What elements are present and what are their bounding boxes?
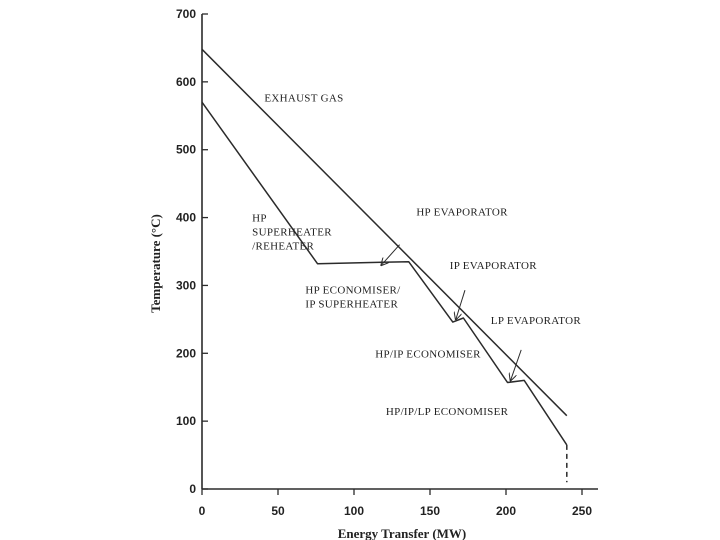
annotation-label-6: LP EVAPORATOR	[491, 315, 582, 327]
annotation-label-5: HP/IP ECONOMISER	[375, 348, 481, 360]
series-line-2	[201, 101, 568, 446]
x-tick-label-0: 0	[199, 504, 206, 518]
annotation-label-4: IP EVAPORATOR	[450, 260, 537, 272]
x-tick-label-100: 100	[344, 504, 364, 518]
x-axis-title: Energy Transfer (MW)	[338, 526, 467, 540]
x-tick-label-150: 150	[420, 504, 440, 518]
annotation-label-2: HP EVAPORATOR	[416, 207, 508, 219]
chart-axes: 0 100 200 300 400 500 600 700 0 50 100 150 200 250	[176, 7, 598, 518]
y-tick-label-200: 200	[176, 346, 196, 360]
annotation-arrow-6	[511, 349, 522, 381]
y-tick-label-600: 600	[176, 75, 196, 89]
annotation-label-1: HP SUPERHEATER/REHEATER	[252, 213, 332, 253]
x-tick-label-200: 200	[496, 504, 516, 518]
annotation-label-7: HP/IP/LP ECONOMISER	[386, 406, 509, 418]
annotation-label-3: HP ECONOMISER/IP SUPERHEATER	[305, 285, 401, 311]
annotation-label-8: EXHAUST GAS	[264, 93, 343, 105]
y-tick-label-0: 0	[189, 482, 196, 496]
annotation-arrow-2	[381, 244, 400, 265]
y-tick-label-100: 100	[176, 414, 196, 428]
annotation-arrow-4	[456, 290, 466, 319]
x-tick-label-250: 250	[572, 504, 592, 518]
y-axis-title: Temperature (°C)	[148, 214, 163, 313]
y-tick-label-700: 700	[176, 7, 196, 21]
y-tick-label-500: 500	[176, 143, 196, 157]
y-tick-label-300: 300	[176, 278, 196, 292]
y-tick-label-400: 400	[176, 211, 196, 225]
chart-annotations: HP SUPERHEATER/REHEATER HP EVAPORATOR HP EC…	[252, 93, 582, 418]
x-tick-label-50: 50	[271, 504, 285, 518]
series-line-1	[201, 48, 568, 417]
